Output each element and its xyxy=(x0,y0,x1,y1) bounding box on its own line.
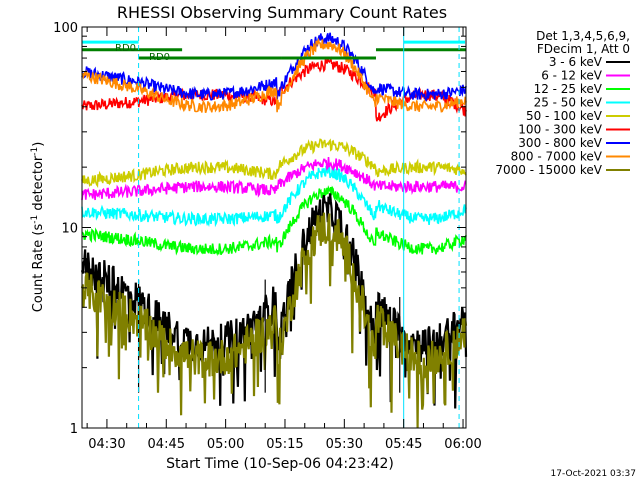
generated-timestamp: 17-Oct-2021 03:37 xyxy=(551,469,636,479)
series-line-50-100-kev xyxy=(81,138,467,189)
series-line-6-12-kev xyxy=(81,157,467,201)
x-tick-label-0545: 05:45 xyxy=(385,437,422,452)
legend-header-line-2: FDecim 1, Att 0 xyxy=(537,42,630,56)
legend-label-300-800-kev: 300 - 800 keV xyxy=(518,136,602,150)
series-line-300-800-kev xyxy=(81,32,467,102)
legend-label-25-50-kev: 25 - 50 keV xyxy=(534,96,603,110)
y-tick-labels: 1 10 100 xyxy=(53,21,78,437)
legend-label-50-100-kev: 50 - 100 keV xyxy=(526,109,603,123)
y-axis-label-exponent: -1 xyxy=(30,215,40,224)
legend-label-12-25-kev: 12 - 25 keV xyxy=(534,82,603,96)
series-line-800-7000-kev xyxy=(82,37,467,114)
legend-label-7000-15000-kev: 7000 - 15000 keV xyxy=(495,163,602,177)
axes-frame xyxy=(81,26,467,429)
y-axis-label-close: ) xyxy=(31,142,46,147)
legend: Det 1,3,4,5,6,9, FDecim 1, Att 0 3 - 6 k… xyxy=(495,29,630,177)
legend-header-line-1: Det 1,3,4,5,6,9, xyxy=(536,29,630,43)
x-tick-labels: 04:30 04:45 05:00 05:15 05:30 05:45 06:00 xyxy=(88,437,482,452)
y-tick-label-100: 100 xyxy=(53,21,78,36)
rd0-annotation-1: RD0 xyxy=(115,43,136,54)
x-axis-label: Start Time (10-Sep-06 04:23:42) xyxy=(166,456,394,472)
x-tick-label-0530: 05:30 xyxy=(326,437,363,452)
rd0-annotation-2: RD0 xyxy=(149,52,170,63)
y-axis-label-tail-exponent: -1 xyxy=(30,147,40,156)
x-tick-label-0445: 04:45 xyxy=(148,437,185,452)
chart-title: RHESSI Observing Summary Count Rates xyxy=(117,3,447,22)
series-line-7000-15000-kev xyxy=(80,212,468,429)
y-tick-label-10: 10 xyxy=(61,222,78,237)
y-tick-label-1: 1 xyxy=(70,422,78,437)
legend-label-100-300-kev: 100 - 300 keV xyxy=(518,123,602,137)
plot-area xyxy=(80,27,468,429)
y-axis-label-main: Count Rate (s xyxy=(31,224,46,313)
x-tick-label-0500: 05:00 xyxy=(207,437,244,452)
series-line-12-25-kev xyxy=(81,185,467,257)
legend-label-6-12-kev: 6 - 12 keV xyxy=(541,69,603,83)
x-tick-label-0430: 04:30 xyxy=(88,437,125,452)
x-tick-label-0600: 06:00 xyxy=(444,437,481,452)
y-axis-label: Count Rate (s-1 detector-1) xyxy=(30,142,46,313)
legend-label-800-7000-kev: 800 - 7000 keV xyxy=(511,150,603,164)
legend-label-3-6-kev: 3 - 6 keV xyxy=(549,55,603,69)
y-axis-label-tail: detector xyxy=(31,155,46,215)
x-tick-label-0515: 05:15 xyxy=(266,437,303,452)
series-line-25-50-kev xyxy=(81,165,467,228)
